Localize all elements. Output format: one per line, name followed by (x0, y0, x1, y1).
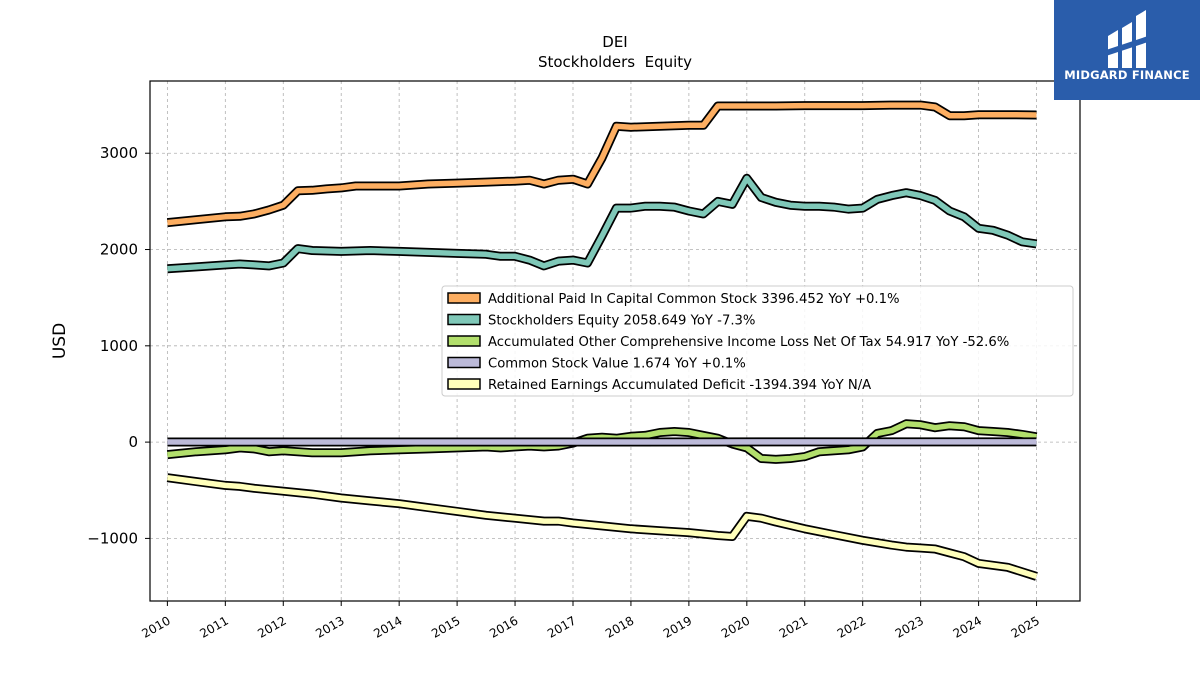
x-tick-label: 2019 (661, 613, 694, 640)
x-tick-label: 2015 (429, 613, 462, 640)
series-outline-0 (166, 100, 1037, 228)
x-tick-label: 2017 (545, 613, 578, 640)
y-tick-label: 2000 (100, 241, 138, 259)
brand-logo: MIDGARD FINANCE (1054, 0, 1200, 100)
plot-frame (149, 80, 1081, 602)
legend-swatch (447, 378, 481, 390)
brand-mark-icon (1106, 10, 1148, 68)
x-tick-label: 2014 (371, 613, 404, 640)
axis-ticks: −1000 0 1000 2000 3000 2010 2011 2012 2013 2014 20… (87, 144, 1042, 641)
chart-title: DEI (602, 33, 627, 51)
x-tick-label: 2023 (893, 613, 926, 640)
x-tick-label: 2013 (313, 613, 346, 640)
legend-label: Stockholders Equity 2058.649 YoY -7.3% (488, 314, 755, 329)
x-tick-label: 2020 (719, 613, 752, 640)
y-tick-label: 3000 (100, 144, 138, 162)
x-tick-label: 2010 (139, 613, 172, 640)
brand-name: MIDGARD FINANCE (1064, 68, 1190, 82)
series-line-1 (167, 175, 1037, 272)
legend-swatch (447, 335, 481, 347)
x-tick-label: 2018 (603, 613, 636, 640)
legend-label: Common Stock Value 1.674 YoY +0.1% (488, 357, 746, 372)
chart-subtitle: Stockholders Equity (538, 53, 692, 71)
y-tick-label: −1000 (87, 529, 138, 547)
legend-label: Accumulated Other Comprehensive Income L… (488, 335, 1009, 350)
legend-swatch (447, 356, 481, 369)
legend-frame (441, 285, 1074, 397)
x-tick-label: 2025 (1009, 613, 1042, 640)
legend-label: Additional Paid In Capital Common Stock … (488, 292, 900, 307)
series-line-4 (167, 474, 1038, 580)
y-tick-label: 1000 (100, 337, 138, 355)
legend: Additional Paid In Capital Common Stock … (441, 285, 1074, 397)
x-tick-label: 2024 (951, 613, 984, 640)
y-tick-label: 0 (128, 433, 138, 451)
x-tick-label: 2021 (777, 613, 810, 640)
series-lines (166, 100, 1038, 581)
x-tick-label: 2016 (487, 613, 520, 640)
legend-swatch (447, 292, 481, 304)
series-line-2 (167, 421, 1037, 463)
x-tick-label: 2022 (835, 613, 868, 640)
x-tick-label: 2011 (197, 613, 230, 640)
x-tick-label: 2012 (255, 613, 288, 640)
legend-label: Retained Earnings Accumulated Deficit -1… (488, 378, 871, 393)
legend-swatch (447, 313, 481, 326)
y-axis-label: USD (50, 323, 70, 359)
series-line-0 (167, 102, 1037, 226)
